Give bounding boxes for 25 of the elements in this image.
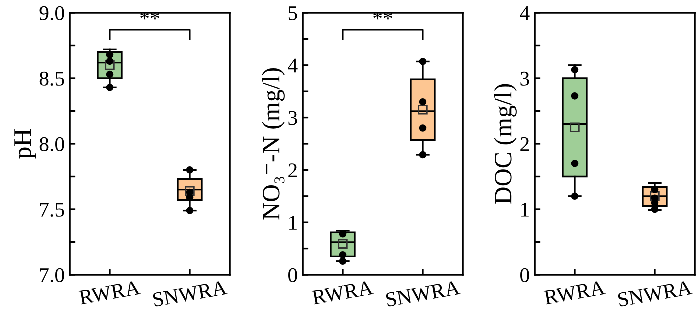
y-tick-label: 1 — [522, 202, 529, 217]
y-tick-label: 3 — [520, 72, 530, 86]
y-tick-label: 0 — [520, 268, 530, 282]
y-tick-label: 5 — [288, 6, 298, 20]
y-tick-label: 7.0 — [40, 268, 64, 283]
y-tick-label: 8.0 — [40, 137, 64, 152]
x-tick-label: RWRA — [312, 280, 374, 305]
y-tick-label: 7.5 — [40, 203, 64, 218]
y-axis-title: DOC (mg/l) — [494, 84, 517, 204]
y-tick-label: 8.5 — [40, 72, 64, 86]
y-tick-label: 1 — [290, 216, 297, 230]
x-tick-label: RWRA — [78, 280, 141, 305]
y-axis-title: pH — [14, 129, 36, 159]
y-tick-label: 2 — [520, 137, 529, 152]
y-tick-label: 0 — [288, 268, 298, 282]
y-tick-label: 9.0 — [40, 6, 64, 21]
x-tick-label: SNWRA — [386, 280, 461, 308]
x-tick-label: SNWRA — [618, 280, 693, 308]
x-tick-label: RWRA — [544, 280, 606, 305]
y-axis-title: NO₃⁻-N (mg/l) — [262, 68, 285, 220]
x-tick-label: SNWRA — [152, 280, 228, 308]
y-tick-label: 2 — [288, 164, 297, 178]
y-tick-label: 4 — [520, 6, 530, 20]
y-tick-label: 3 — [288, 111, 298, 126]
y-tick-label: 4 — [288, 58, 298, 73]
